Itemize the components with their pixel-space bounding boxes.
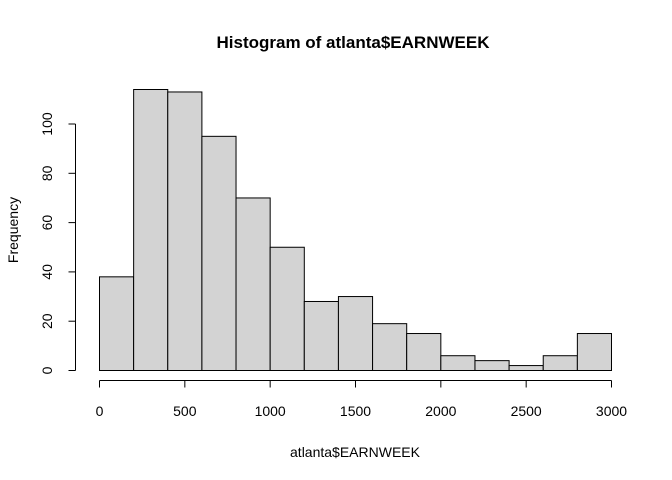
histogram-bar [576,333,612,371]
histogram-bar [133,89,169,371]
x-tick-label: 0 [96,403,104,419]
histogram-bar [167,91,203,372]
bars-group [99,89,612,372]
x-tick-label: 2500 [511,403,542,419]
y-axis-label: Frequency [5,197,21,263]
histogram-bar [235,197,271,371]
x-tick-label: 1500 [340,403,371,419]
x-tick-label: 2000 [425,403,456,419]
chart-title: Histogram of atlanta$EARNWEEK [217,33,491,52]
x-tick-label: 500 [173,403,197,419]
y-tick-label: 20 [39,313,55,329]
histogram-bar [201,135,237,371]
histogram-bar [99,276,135,372]
x-tick-label: 3000 [596,403,627,419]
y-tick-label: 40 [39,264,55,280]
x-axis: 0 500 1000 1500 2000 2500 3000 [96,380,627,419]
y-tick-label: 100 [39,112,55,136]
histogram-bar [303,300,339,371]
histogram-bar [542,355,578,372]
histogram-bar [406,333,442,371]
x-axis-label: atlanta$EARNWEEK [290,444,421,460]
y-tick-label: 60 [39,215,55,231]
histogram-bar [269,246,305,371]
x-tick-label: 1000 [255,403,286,419]
histogram-bar [508,365,544,372]
y-tick-label: 80 [39,165,55,181]
y-axis: 0 20 40 60 80 100 [39,112,76,374]
histogram-bar [440,355,476,372]
histogram-bar [372,323,408,371]
histogram-bar [474,360,510,371]
histogram-bar [337,296,374,372]
y-tick-label: 0 [39,366,55,374]
